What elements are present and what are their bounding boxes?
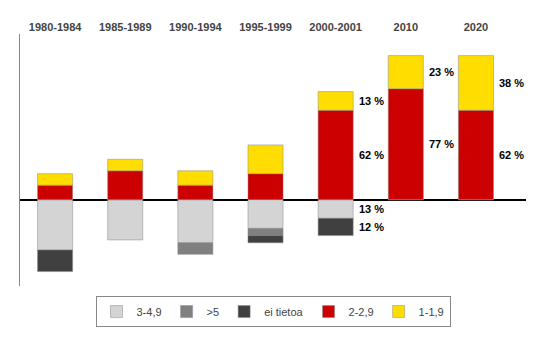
svg-text:2010: 2010	[394, 21, 418, 33]
svg-text:1990-1994: 1990-1994	[169, 21, 222, 33]
svg-text:ei tietoa: ei tietoa	[264, 306, 303, 318]
svg-text:12 %: 12 %	[359, 221, 384, 233]
svg-text:1-1,9: 1-1,9	[419, 306, 444, 318]
svg-text:3-4,9: 3-4,9	[137, 306, 162, 318]
svg-text:13 %: 13 %	[359, 203, 384, 215]
svg-text:2020: 2020	[464, 21, 488, 33]
svg-text:38 %: 38 %	[499, 77, 524, 89]
svg-text:1980-1984: 1980-1984	[29, 21, 82, 33]
svg-text:13 %: 13 %	[359, 95, 384, 107]
svg-text:62 %: 62 %	[359, 149, 384, 161]
svg-text:62 %: 62 %	[499, 149, 524, 161]
svg-text:2000-2001: 2000-2001	[309, 21, 362, 33]
svg-text:23 %: 23 %	[429, 66, 454, 78]
svg-text:2-2,9: 2-2,9	[349, 306, 374, 318]
svg-text:1995-1999: 1995-1999	[239, 21, 292, 33]
svg-text:>5: >5	[207, 306, 220, 318]
svg-text:77 %: 77 %	[429, 138, 454, 150]
svg-text:1985-1989: 1985-1989	[99, 21, 152, 33]
